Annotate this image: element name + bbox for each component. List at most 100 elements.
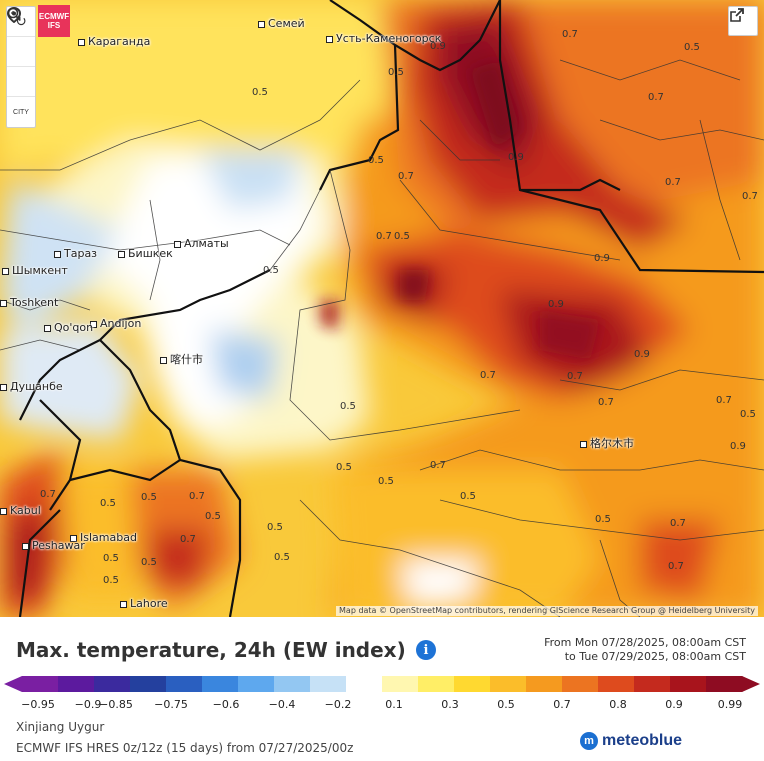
isoline-label: 0.7 <box>665 177 681 188</box>
isoline-label: 0.5 <box>388 67 404 78</box>
isoline-label: 0.7 <box>40 489 56 500</box>
scale-left-arrow <box>4 676 22 692</box>
scale-swatch <box>202 676 239 692</box>
range-to: to Tue 07/29/2025, 08:00am CST <box>564 650 746 663</box>
isoline-label: 0.7 <box>430 460 446 471</box>
isoline-label: 0.9 <box>508 152 524 163</box>
refresh-button[interactable]: ↻ <box>7 7 35 37</box>
city-label[interactable]: Караганда <box>78 36 150 48</box>
isoline-label: 0.7 <box>189 491 205 502</box>
city-marker-icon <box>258 20 265 28</box>
map-attribution: Map data © OpenStreetMap contributors, r… <box>336 606 758 616</box>
city-label[interactable]: 喀什市 <box>160 354 203 366</box>
city-label[interactable]: 格尔木市 <box>580 438 634 450</box>
isoline-label: 0.7 <box>480 370 496 381</box>
isoline-label: 0.7 <box>180 534 196 545</box>
city-label[interactable]: Andijon <box>90 318 141 330</box>
city-label[interactable]: Семей <box>258 18 305 30</box>
isoline-label: 0.5 <box>368 155 384 166</box>
region-name: Xinjiang Uygur <box>16 720 105 734</box>
city-label[interactable]: Алматы <box>174 238 229 250</box>
city-label[interactable]: Peshawar <box>22 540 85 552</box>
city-label[interactable]: Qo'qon <box>44 322 93 334</box>
isoline-label: 0.5 <box>336 462 352 473</box>
info-button[interactable]: i <box>416 640 436 660</box>
city-label[interactable]: Усть-Каменогорск <box>326 33 441 45</box>
city-label[interactable]: Тараз <box>54 248 97 260</box>
city-name: Караганда <box>88 35 151 48</box>
city-name: Усть-Каменогорск <box>336 32 442 45</box>
isoline-label: 0.5 <box>740 409 756 420</box>
isoline-label: 0.5 <box>141 492 157 503</box>
scale-swatch <box>274 676 311 692</box>
city-label[interactable]: Lahore <box>120 598 168 610</box>
scale-tick-label: 0.5 <box>497 698 515 711</box>
scale-tick-label: 0.1 <box>385 698 403 711</box>
locate-button[interactable] <box>7 7 35 67</box>
scale-tick-label: 0.9 <box>665 698 683 711</box>
isoline-label: 0.5 <box>100 498 116 509</box>
city-name: Тараз <box>64 247 98 260</box>
isoline-label: 0.9 <box>594 253 610 264</box>
city-marker-icon <box>44 324 51 332</box>
isoline-label: 0.5 <box>267 522 283 533</box>
city-label[interactable]: Islamabad <box>70 532 137 544</box>
scale-swatch <box>706 676 743 692</box>
city-name: Andijon <box>100 317 142 330</box>
zoom-button[interactable] <box>7 7 35 97</box>
isoline-label: 0.9 <box>634 349 650 360</box>
city-name: Peshawar <box>32 539 85 552</box>
scale-tick-label: 0.7 <box>553 698 571 711</box>
share-button[interactable] <box>728 6 758 36</box>
city-label[interactable]: Душанбе <box>0 381 63 393</box>
city-marker-icon <box>580 440 587 448</box>
isoline-label: 0.7 <box>670 518 686 529</box>
time-range: From Mon 07/28/2025, 08:00am CST to Tue … <box>544 636 746 664</box>
zoom-icon <box>7 7 21 21</box>
meteoblue-logo[interactable]: m meteoblue <box>580 732 682 750</box>
isoline-label: 0.5 <box>340 401 356 412</box>
city-marker-icon <box>22 542 29 550</box>
isoline-label: 0.7 <box>716 395 732 406</box>
scale-swatch <box>346 676 383 692</box>
isoline-label: 0.9 <box>730 441 746 452</box>
map-canvas[interactable]: Семей Караганда Усть-Каменогорск Тараз Бишке… <box>0 0 764 617</box>
scale-swatch <box>58 676 95 692</box>
scale-tick-label: −0.2 <box>324 698 352 711</box>
city-label[interactable]: Kabul <box>0 505 41 517</box>
isoline-label: 0.5 <box>394 231 410 242</box>
isoline-label: 0.5 <box>103 553 119 564</box>
scale-swatch <box>454 676 491 692</box>
city-labels-toggle[interactable]: CITY <box>7 97 35 127</box>
city-marker-icon <box>0 507 7 515</box>
isoline-label: 0.7 <box>648 92 664 103</box>
city-marker-icon <box>326 35 333 43</box>
isoline-label: 0.9 <box>548 299 564 310</box>
city-name: Lahore <box>130 597 168 610</box>
model-info: ECMWF IFS HRES 0z/12z (15 days) from 07/… <box>16 741 354 755</box>
color-scale-legend <box>4 676 760 692</box>
info-icon: i <box>423 642 429 658</box>
isoline-label: 0.7 <box>668 561 684 572</box>
scale-swatch <box>562 676 599 692</box>
city-name: Алматы <box>184 237 229 250</box>
isoline-label: 0.7 <box>598 397 614 408</box>
isoline-label: 0.7 <box>376 231 392 242</box>
city-marker-icon <box>70 534 77 542</box>
scale-tick-label: 0.3 <box>441 698 459 711</box>
scale-swatch <box>418 676 455 692</box>
city-label[interactable]: Шымкент <box>2 265 68 277</box>
city-name: Душанбе <box>10 380 63 393</box>
heatmap-layer <box>0 0 764 617</box>
scale-swatch <box>634 676 671 692</box>
city-marker-icon <box>118 250 125 258</box>
city-name: 格尔木市 <box>590 437 634 450</box>
scale-swatch <box>382 676 419 692</box>
scale-swatch <box>130 676 167 692</box>
scale-tick-label: −0.95 <box>21 698 55 711</box>
city-marker-icon <box>2 267 9 275</box>
city-label[interactable]: Toshkent <box>0 297 58 309</box>
city-label[interactable]: Бишкек <box>118 248 173 260</box>
isoline-label: 0.5 <box>141 557 157 568</box>
scale-tick-label: −0.75 <box>154 698 188 711</box>
